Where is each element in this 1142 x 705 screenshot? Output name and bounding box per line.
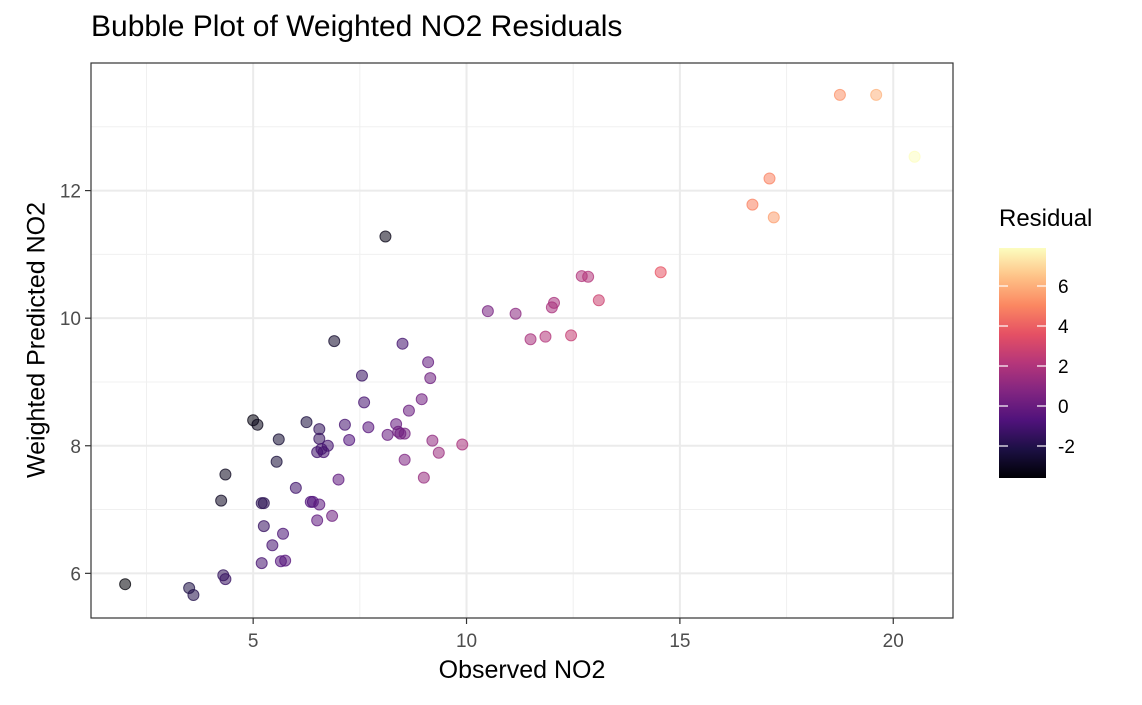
- data-point: [300, 416, 313, 429]
- y-tick-label: 10: [60, 309, 81, 330]
- data-point: [763, 172, 776, 185]
- x-axis-label: Observed NO2: [438, 656, 606, 684]
- data-point: [255, 557, 268, 570]
- data-point: [257, 520, 270, 533]
- data-point: [654, 266, 667, 279]
- data-point: [338, 418, 351, 431]
- plot-panel: [91, 63, 953, 618]
- data-point: [321, 439, 334, 452]
- y-tick-label: 8: [70, 437, 81, 458]
- data-point: [539, 330, 552, 343]
- data-point: [426, 434, 439, 447]
- data-point: [311, 514, 324, 527]
- data-point: [548, 296, 561, 309]
- data-point: [398, 453, 411, 466]
- legend-tick-label: 6: [1058, 277, 1069, 298]
- legend-tick-label: 4: [1058, 317, 1069, 338]
- legend-colorbar: [999, 248, 1046, 478]
- data-point: [219, 468, 232, 481]
- y-tick-label: 6: [70, 564, 81, 585]
- data-point: [767, 211, 780, 224]
- data-point: [381, 428, 394, 441]
- data-point: [355, 369, 368, 382]
- grid-major: [91, 63, 953, 618]
- legend-tick-label: 2: [1058, 357, 1069, 378]
- data-point: [481, 305, 494, 318]
- data-points: [119, 88, 921, 602]
- data-point: [289, 481, 302, 494]
- legend-title: Residual: [999, 205, 1093, 232]
- x-tick-label: 15: [669, 631, 690, 652]
- data-point: [870, 88, 883, 101]
- plot-border: [90, 62, 954, 619]
- data-point: [746, 198, 759, 211]
- data-point: [362, 421, 375, 434]
- data-point: [279, 554, 292, 567]
- y-tick-label: 12: [60, 182, 81, 203]
- data-point: [417, 471, 430, 484]
- data-point: [313, 498, 326, 511]
- data-point: [592, 294, 605, 307]
- chart-title: Bubble Plot of Weighted NO2 Residuals: [91, 10, 623, 43]
- data-point: [415, 393, 428, 406]
- data-point: [277, 527, 290, 540]
- data-point: [219, 573, 232, 586]
- data-point: [456, 438, 469, 451]
- data-point: [582, 270, 595, 283]
- x-tick-label: 20: [883, 631, 904, 652]
- data-point: [326, 509, 339, 522]
- legend-tick-label: 0: [1058, 397, 1069, 418]
- y-axis-label: Weighted Predicted NO2: [22, 201, 51, 479]
- data-point: [402, 404, 415, 417]
- data-point: [332, 473, 345, 486]
- data-point: [358, 396, 371, 409]
- legend-tick-label: -2: [1058, 437, 1075, 458]
- data-point: [257, 497, 270, 510]
- data-point: [833, 88, 846, 101]
- data-point: [432, 446, 445, 459]
- data-point: [396, 337, 409, 350]
- data-point: [119, 578, 132, 591]
- data-point: [251, 418, 264, 431]
- data-point: [908, 150, 921, 163]
- data-point: [509, 307, 522, 320]
- data-point: [328, 335, 341, 348]
- y-axis: 6 8 10 12: [60, 182, 91, 585]
- data-point: [272, 433, 285, 446]
- data-point: [424, 372, 437, 385]
- data-point: [379, 230, 392, 243]
- data-point: [215, 494, 228, 507]
- x-axis: 5 10 15 20: [248, 618, 904, 652]
- data-point: [270, 455, 283, 468]
- data-point: [524, 333, 537, 346]
- x-tick-label: 10: [456, 631, 477, 652]
- legend-ticks: -2 0 2 4 6: [999, 277, 1075, 458]
- data-point: [187, 589, 200, 602]
- data-point: [343, 434, 356, 447]
- data-point: [422, 356, 435, 369]
- data-point: [565, 329, 578, 342]
- data-point: [398, 427, 411, 440]
- data-point: [266, 539, 279, 552]
- x-tick-label: 5: [248, 631, 259, 652]
